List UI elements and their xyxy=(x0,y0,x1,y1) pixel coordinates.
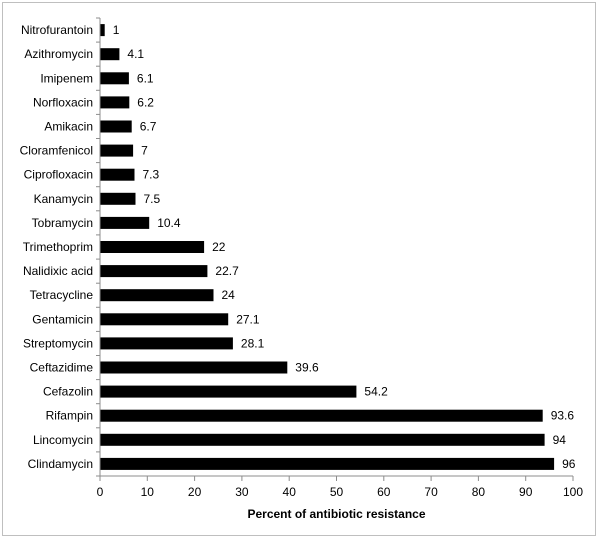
x-tick-label-4: 40 xyxy=(283,485,297,499)
bar-10 xyxy=(100,265,208,278)
labels-layer: Nitrofurantoin 1 Azithromycin 4.1 Imipenem 6.… xyxy=(20,23,576,471)
category-label-15: Cefazolin xyxy=(43,385,93,399)
x-tick-label-0: 0 xyxy=(97,485,104,499)
value-label-11: 24 xyxy=(222,288,236,302)
x-tick-label-6: 60 xyxy=(377,485,391,499)
value-label-15: 54.2 xyxy=(364,385,388,399)
x-axis-title: Percent of antibiotic resistance xyxy=(247,507,425,521)
x-tick-label-8: 80 xyxy=(472,485,486,499)
bars-layer xyxy=(100,24,555,470)
bar-9 xyxy=(100,241,205,253)
bar-5 xyxy=(100,144,134,157)
category-label-14: Ceftazidime xyxy=(30,361,94,375)
bar-1 xyxy=(100,48,120,61)
category-label-9: Trimethoprim xyxy=(23,240,93,254)
x-tick-label-5: 50 xyxy=(330,485,344,499)
value-label-7: 7.5 xyxy=(144,192,161,206)
value-label-18: 96 xyxy=(562,457,576,471)
bar-17 xyxy=(100,433,545,446)
value-label-17: 94 xyxy=(553,433,567,447)
value-label-9: 22 xyxy=(212,240,226,254)
axis-layer: 0 10 20 30 40 50 60 70 80 90 100 xyxy=(96,17,583,499)
value-label-1: 4.1 xyxy=(127,47,144,61)
category-label-3: Norfloxacin xyxy=(33,95,93,109)
bar-18 xyxy=(100,457,555,470)
bar-14 xyxy=(100,361,288,374)
category-label-5: Cloramfenicol xyxy=(20,144,93,158)
value-label-12: 27.1 xyxy=(236,312,260,326)
category-label-2: Imipenem xyxy=(40,71,93,85)
category-label-4: Amikacin xyxy=(44,120,93,134)
value-label-10: 22.7 xyxy=(215,264,239,278)
category-label-8: Tobramycin xyxy=(32,216,93,230)
x-tick-label-2: 20 xyxy=(188,485,202,499)
bar-11 xyxy=(100,289,214,302)
value-label-6: 7.3 xyxy=(143,168,160,182)
value-label-8: 10.4 xyxy=(157,216,181,230)
category-label-11: Tetracycline xyxy=(30,288,94,302)
bar-15 xyxy=(100,385,357,398)
category-label-10: Nalidixic acid xyxy=(23,264,93,278)
value-label-0: 1 xyxy=(113,23,120,37)
category-label-17: Lincomycin xyxy=(33,433,93,447)
value-label-16: 93.6 xyxy=(551,409,575,423)
value-label-2: 6.1 xyxy=(137,71,154,85)
x-tick-label-10: 100 xyxy=(563,485,583,499)
x-tick-label-1: 10 xyxy=(141,485,155,499)
x-tick-label-3: 30 xyxy=(235,485,249,499)
value-label-14: 39.6 xyxy=(295,361,319,375)
bar-12 xyxy=(100,313,229,326)
bar-2 xyxy=(100,72,129,85)
bar-7 xyxy=(100,192,136,205)
category-label-0: Nitrofurantoin xyxy=(21,23,93,37)
value-label-5: 7 xyxy=(141,144,148,158)
category-label-18: Clindamycin xyxy=(28,457,93,471)
bar-8 xyxy=(100,216,150,229)
bar-3 xyxy=(100,96,130,109)
category-label-16: Rifampin xyxy=(46,409,93,423)
category-label-1: Azithromycin xyxy=(24,47,93,61)
bar-6 xyxy=(100,168,135,181)
value-label-3: 6.2 xyxy=(137,95,154,109)
category-label-12: Gentamicin xyxy=(32,312,93,326)
x-tick-label-9: 90 xyxy=(519,485,533,499)
category-label-6: Ciprofloxacin xyxy=(24,168,93,182)
value-label-4: 6.7 xyxy=(140,120,157,134)
bar-16 xyxy=(100,409,543,422)
bar-0 xyxy=(100,24,105,37)
value-label-13: 28.1 xyxy=(241,336,265,350)
category-label-7: Kanamycin xyxy=(34,192,93,206)
bar-4 xyxy=(100,120,132,133)
x-tick-label-7: 70 xyxy=(424,485,438,499)
category-label-13: Streptomycin xyxy=(23,336,93,350)
bar-13 xyxy=(100,337,233,350)
